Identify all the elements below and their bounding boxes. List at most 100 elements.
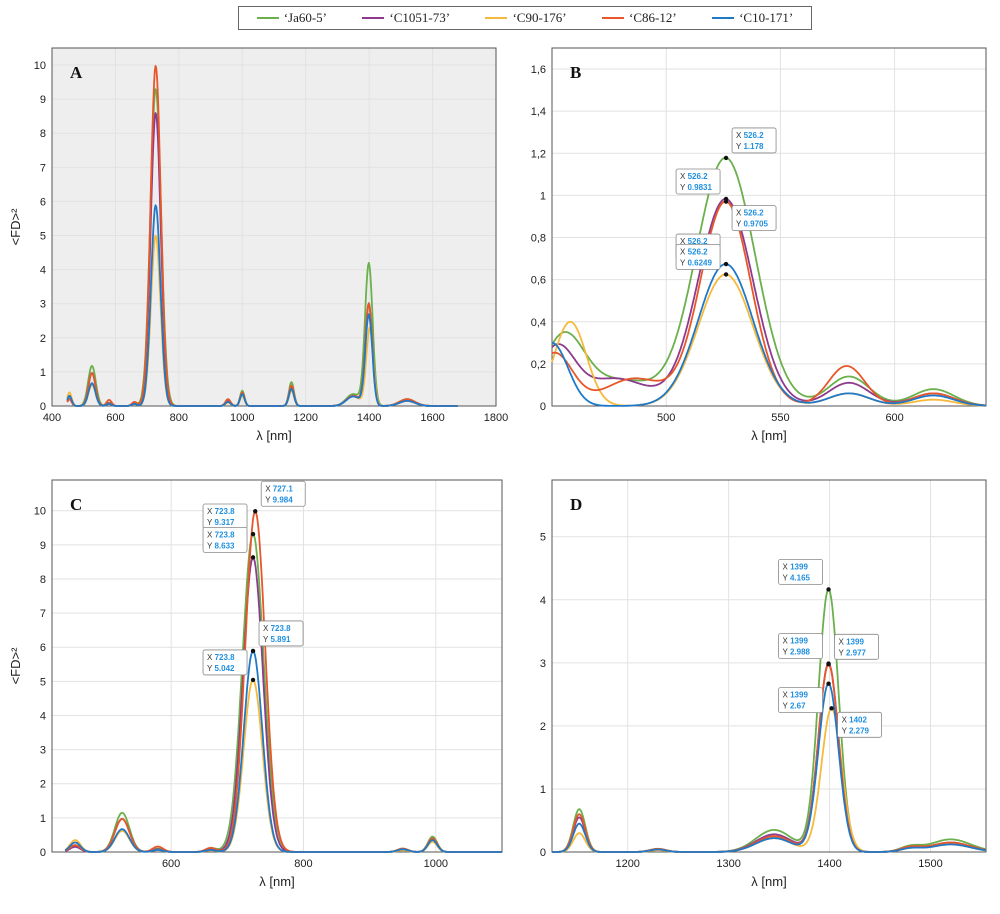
data-tip-y: Y 9.317 <box>207 518 235 527</box>
y-tick-label: 7 <box>40 608 46 620</box>
x-axis-label: λ [nm] <box>751 874 786 889</box>
data-tip: X 526.2 Y 0.9705 <box>723 199 777 232</box>
legend-swatch <box>256 17 279 19</box>
data-tip-x-value: 723.8 <box>215 507 236 516</box>
plot-area <box>52 480 502 852</box>
chart-panel-a: 0 1 2 3 4 5 6 7 8 9 10 400 600 800 1000 1200 1400 1600 180… <box>8 47 508 443</box>
y-tick-label: 3 <box>40 299 46 311</box>
y-tick-label: 1,2 <box>531 148 546 160</box>
x-tick-label: 800 <box>170 412 188 424</box>
data-tip-box <box>675 168 721 195</box>
x-tick-label: 1800 <box>484 412 508 424</box>
data-tip-x-value: 526.2 <box>744 209 765 218</box>
x-tick-label: 800 <box>294 858 312 870</box>
data-tip-y: Y 5.042 <box>207 664 235 673</box>
data-tip-x: X 526.2 <box>680 172 708 181</box>
y-tick-label: 0,4 <box>531 317 546 329</box>
data-tip-x: X 1402 <box>842 715 868 724</box>
y-tick-label: 1 <box>540 784 546 796</box>
data-tip-y: Y 0.6249 <box>680 258 712 267</box>
y-tick-label: 1,4 <box>531 106 546 118</box>
data-tip: X 1399 Y 4.165 <box>778 558 831 592</box>
y-tick-label: 0,2 <box>531 359 546 371</box>
legend: ‘Ja60-5’ ‘C1051-73’ ‘C90-176’ ‘C86-12’ ‘C10-… <box>238 6 812 30</box>
data-tip-x-value: 526.2 <box>688 247 709 256</box>
data-tip-x: X 526.2 <box>736 209 764 218</box>
data-tip-x: X 1399 <box>783 562 809 571</box>
y-tick-label: 0 <box>540 401 546 413</box>
legend-swatch <box>712 17 735 19</box>
data-tip-y-value: 2.988 <box>790 648 811 657</box>
data-tip-box <box>731 205 777 232</box>
panel-label: B <box>570 63 581 82</box>
series-group <box>64 510 502 853</box>
panel-label: C <box>70 495 82 514</box>
data-tip-marker <box>826 587 831 592</box>
data-tip-x-value: 1399 <box>790 637 808 646</box>
y-tick-label: 0 <box>40 847 46 859</box>
legend-item: ‘C1051-73’ <box>362 10 450 26</box>
data-tip-x-value: 526.2 <box>688 237 709 246</box>
series-line <box>551 263 986 407</box>
data-tip-x-value: 1399 <box>790 691 808 700</box>
data-tip-y-value: 1.178 <box>743 142 764 151</box>
legend-label: ‘C10-171’ <box>739 10 794 25</box>
x-tick-label: 600 <box>885 412 903 424</box>
data-tip-x-value: 723.8 <box>215 653 236 662</box>
data-tip-y: Y 8.633 <box>207 541 235 550</box>
data-tip-y-value: 2.67 <box>790 702 806 711</box>
series-line <box>66 204 459 407</box>
data-tip-x: X 1399 <box>839 637 865 646</box>
data-tip-y-value: 5.042 <box>214 664 235 673</box>
data-tip: X 723.8 Y 8.633 <box>202 526 256 560</box>
data-tip: X 1399 Y 2.67 <box>778 681 831 714</box>
data-tip-y-value: 9.317 <box>214 518 235 527</box>
data-tip-y: Y 2.67 <box>783 702 807 711</box>
data-tip-y-value: 0.9705 <box>743 220 768 229</box>
data-tip: X 723.8 Y 5.042 <box>202 649 256 683</box>
data-tip: X 526.2 Y 0.6249 <box>675 244 729 277</box>
data-tip-box <box>837 711 882 738</box>
y-tick-label: 3 <box>540 658 546 670</box>
data-tip-box <box>778 633 823 660</box>
data-tip-marker <box>829 706 834 711</box>
data-tip: X 1399 Y 2.988 <box>778 633 831 666</box>
data-tip-marker <box>826 662 831 667</box>
legend-label: ‘C1051-73’ <box>389 10 451 25</box>
series-line <box>551 200 986 407</box>
data-tip-marker <box>723 261 729 267</box>
legend-swatch <box>362 17 385 19</box>
data-tip-box <box>675 244 721 270</box>
data-tip-x-value: 1399 <box>846 637 864 646</box>
data-tip-y: Y 2.977 <box>839 648 867 657</box>
x-tick-label: 500 <box>657 412 675 424</box>
plot-frame <box>51 479 503 853</box>
data-tip-y: Y 5.891 <box>263 635 291 644</box>
data-tip-x: X 1399 <box>783 637 809 646</box>
legend-label: ‘Ja60-5’ <box>283 10 328 25</box>
data-tip-box <box>258 620 304 647</box>
x-tick-label: 1600 <box>420 412 444 424</box>
data-tip-y: Y 0.9831 <box>680 183 712 192</box>
data-tip-x: X 1399 <box>783 691 809 700</box>
y-tick-label: 4 <box>540 595 546 607</box>
plot-frame <box>551 479 987 853</box>
data-tip-y-value: 2.279 <box>849 726 870 735</box>
data-tip-marker <box>723 199 729 204</box>
y-tick-label: 0 <box>40 401 46 413</box>
data-tip-y-value: 5.891 <box>270 635 291 644</box>
x-tick-label: 1000 <box>230 412 254 424</box>
chart-panel-d: 0 1 2 3 4 5 1200 1300 1400 1500 λ [nm] D X 1399 Y 4.1… <box>540 479 987 889</box>
data-tip-box <box>778 558 823 585</box>
data-tip-x-value: 723.8 <box>215 530 236 539</box>
series-group <box>552 588 987 853</box>
data-tip-y-value: 9.984 <box>273 495 294 504</box>
y-axis-label: <FD>² <box>8 647 23 685</box>
data-tip: X 526.2 Y 0.9831 <box>675 168 729 202</box>
y-tick-label: 10 <box>34 506 46 518</box>
data-tip-marker <box>723 155 729 161</box>
y-tick-label: 1 <box>40 813 46 825</box>
y-tick-label: 9 <box>40 94 46 106</box>
x-tick-label: 1200 <box>615 858 639 870</box>
series-group <box>66 65 459 407</box>
